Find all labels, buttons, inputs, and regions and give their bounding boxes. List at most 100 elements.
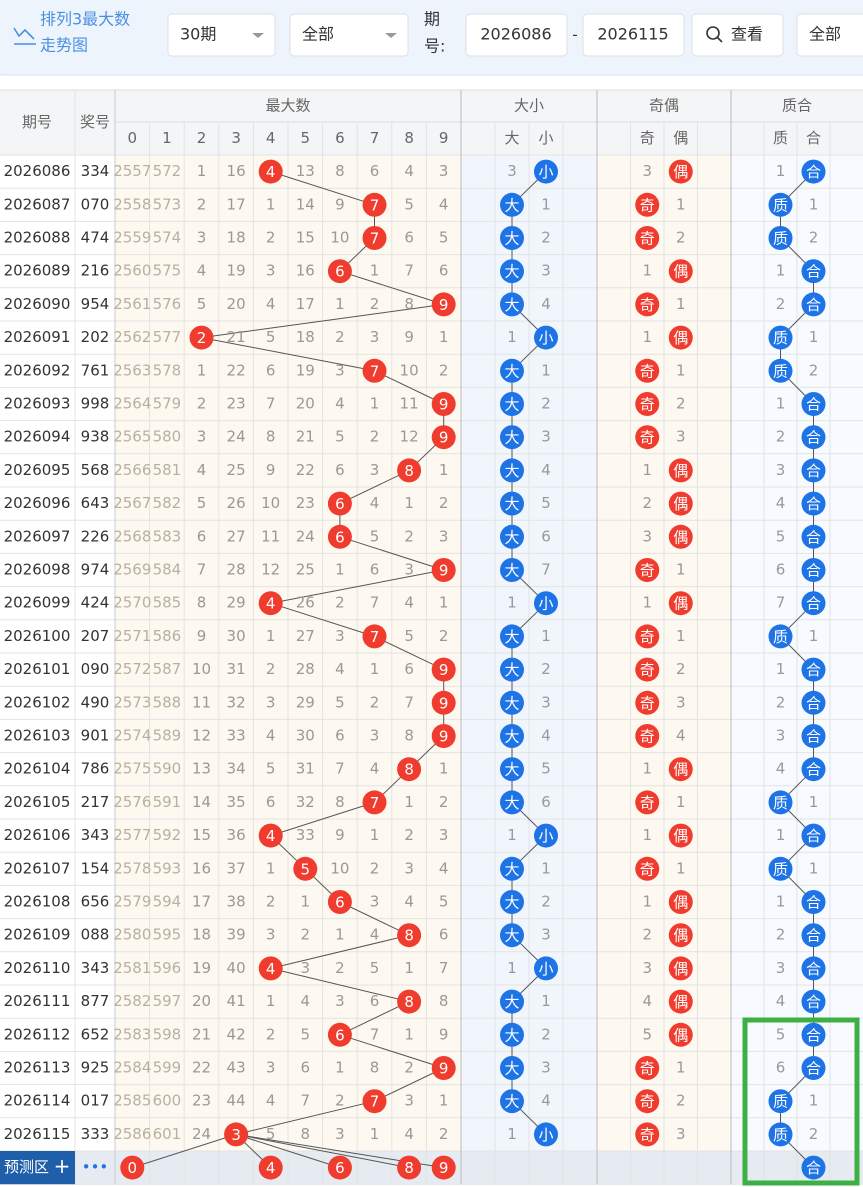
prime-ball	[768, 325, 793, 350]
all-button[interactable]	[796, 13, 863, 57]
miss-count: 2	[541, 1025, 551, 1043]
parity: 偶	[673, 993, 688, 1011]
period: 2026102	[4, 693, 71, 711]
miss-count: 1	[642, 262, 652, 280]
label: 号:	[424, 37, 445, 56]
prime-ball	[801, 989, 826, 1014]
miss-count: 7	[404, 262, 414, 280]
sub-header: 9	[439, 129, 449, 147]
draw-number: 017	[81, 1092, 110, 1110]
miss-count: 43	[227, 1059, 246, 1077]
miss-count: 37	[227, 859, 246, 877]
period: 2026100	[4, 627, 71, 645]
miss-count: 1	[776, 395, 786, 413]
miss-count: 1	[370, 395, 380, 413]
sub-header: 质	[773, 129, 788, 147]
miss-count: 596	[153, 959, 182, 977]
max-digit-ball	[362, 1089, 387, 1114]
prime: 质	[773, 196, 788, 214]
draw-number: 217	[81, 793, 110, 811]
prime-ball	[768, 856, 793, 881]
predict-digit-ball	[431, 1155, 456, 1180]
prime-ball	[801, 292, 826, 317]
miss-count: 6	[776, 561, 786, 579]
miss-count: 28	[227, 561, 246, 579]
miss-count: 15	[192, 826, 211, 844]
period: 2026106	[4, 826, 71, 844]
miss-count: 583	[153, 527, 182, 545]
trend-line	[270, 801, 375, 837]
miss-count: 2	[809, 229, 819, 247]
miss-count: 3	[335, 627, 345, 645]
miss-count: 1	[370, 660, 380, 678]
miss-count: 5	[642, 1025, 652, 1043]
max-digit-ball	[362, 226, 387, 250]
type-select[interactable]	[289, 13, 409, 57]
miss-count: 1	[439, 760, 449, 778]
max-digit-ball	[397, 458, 422, 483]
prime: 合	[806, 429, 821, 447]
predict-digit: 0	[128, 1159, 138, 1177]
max-digit-ball	[224, 1122, 249, 1147]
miss-count: 7	[439, 959, 449, 977]
miss-count: 1	[676, 195, 686, 213]
max-digit: 4	[266, 163, 276, 181]
prime-ball	[801, 757, 826, 782]
predict-digit-ball	[258, 1155, 283, 1180]
parity: 奇	[640, 230, 655, 248]
miss-count: 2	[676, 229, 686, 247]
max-digit: 5	[301, 860, 311, 878]
miss-count: 2	[776, 926, 786, 944]
prime-ball	[801, 458, 826, 483]
max-digit: 9	[439, 429, 449, 447]
miss-count: 1	[676, 793, 686, 811]
miss-count: 599	[153, 1059, 182, 1077]
miss-count: 3	[197, 428, 207, 446]
prime-ball	[801, 956, 826, 981]
draw-number: 154	[81, 859, 110, 877]
max-digit-ball	[397, 989, 422, 1014]
miss-count: 4	[404, 594, 414, 612]
miss-count: 2586	[113, 1125, 151, 1143]
size: 大	[504, 196, 519, 214]
max-digit: 7	[370, 628, 380, 646]
trend-line	[339, 469, 410, 505]
max-digit-ball	[362, 358, 387, 383]
max-digit: 9	[439, 562, 449, 580]
max-digit: 9	[439, 296, 449, 314]
miss-count: 2	[266, 893, 276, 911]
miss-count: 574	[153, 229, 182, 247]
max-digit-ball	[431, 1056, 456, 1080]
size: 大	[504, 993, 519, 1011]
predict-add[interactable]: +	[54, 1154, 71, 1178]
max-digit: 9	[439, 661, 449, 679]
miss-count: 14	[192, 793, 211, 811]
miss-count: 4	[301, 992, 311, 1010]
max-digit: 7	[370, 794, 380, 812]
predict-more[interactable]: •••	[82, 1158, 109, 1176]
prime-ball	[768, 624, 793, 649]
prime-ball	[768, 192, 793, 217]
parity: 奇	[640, 362, 655, 380]
miss-count: 40	[227, 959, 246, 977]
max-digit-ball	[431, 724, 456, 748]
miss-count: 1	[404, 1025, 414, 1043]
miss-count: 4	[776, 992, 786, 1010]
miss-count: 4	[541, 295, 551, 313]
period: 2026109	[4, 926, 71, 944]
prime: 合	[806, 694, 821, 712]
period-select[interactable]	[167, 13, 276, 57]
end-input[interactable]	[582, 13, 685, 57]
period: 2026099	[4, 594, 71, 612]
search-icon	[706, 26, 720, 40]
miss-count: 3	[335, 361, 345, 379]
miss-count: 2562	[113, 328, 151, 346]
button-label: 全部	[809, 25, 841, 44]
view-button[interactable]	[691, 13, 784, 57]
prime-ball	[801, 1056, 826, 1080]
miss-count: 4	[439, 859, 449, 877]
draw-number: 761	[81, 361, 110, 379]
prime-ball	[801, 923, 826, 948]
start-input[interactable]	[465, 13, 568, 57]
draw-number: 643	[81, 494, 110, 512]
